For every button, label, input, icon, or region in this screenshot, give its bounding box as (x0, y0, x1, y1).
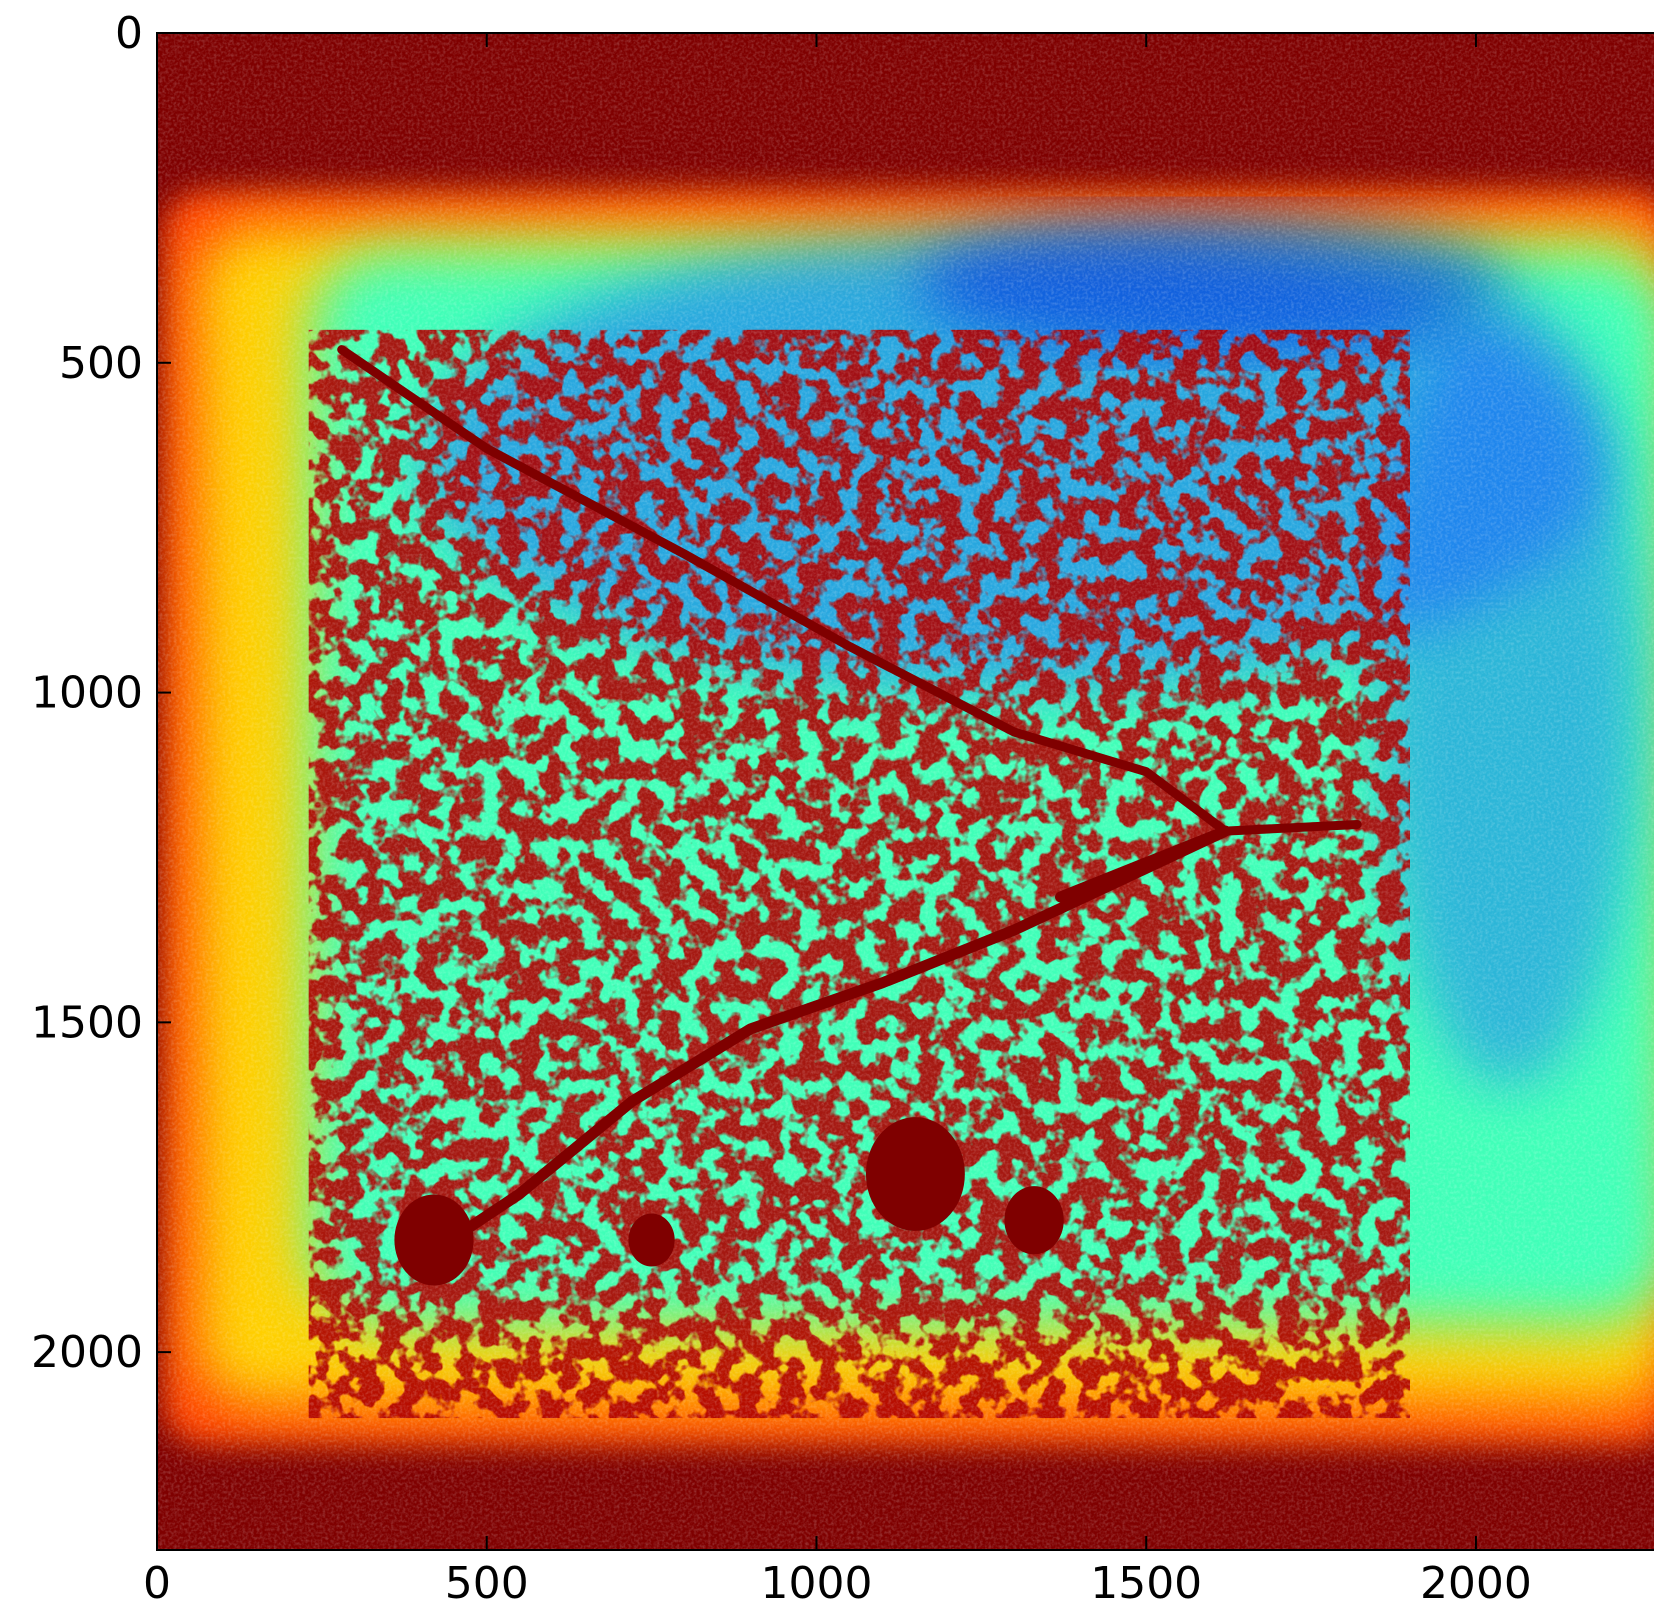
y-tick-label: 1500 (31, 997, 143, 1048)
y-tick-label: 2000 (31, 1327, 143, 1378)
y-tick-label: 1000 (31, 668, 143, 719)
lower-crack (415, 825, 1231, 1266)
axes-frame (156, 32, 1654, 1551)
crack-spur (1055, 825, 1231, 903)
grain-noise (157, 33, 1654, 1550)
plot-area (157, 33, 1654, 1550)
dark-blob (394, 1194, 474, 1286)
x-tick-label: 2000 (1420, 1558, 1532, 1606)
crack-tail (1220, 820, 1362, 836)
upper-crack (337, 345, 1230, 836)
x-tick-label: 1500 (1090, 1558, 1202, 1606)
y-tick-label: 500 (59, 338, 143, 389)
dark-blob (1004, 1186, 1064, 1255)
axes: 0 500 1000 1500 2000 0 500 1000 1500 2000 (31, 8, 1654, 1606)
dark-blob (628, 1213, 675, 1267)
x-tick-label: 1000 (760, 1558, 872, 1606)
y-tick-label: 0 (115, 8, 143, 59)
x-tick-label: 500 (445, 1558, 529, 1606)
x-tick-label: 0 (143, 1558, 171, 1606)
dark-blob (865, 1117, 965, 1231)
